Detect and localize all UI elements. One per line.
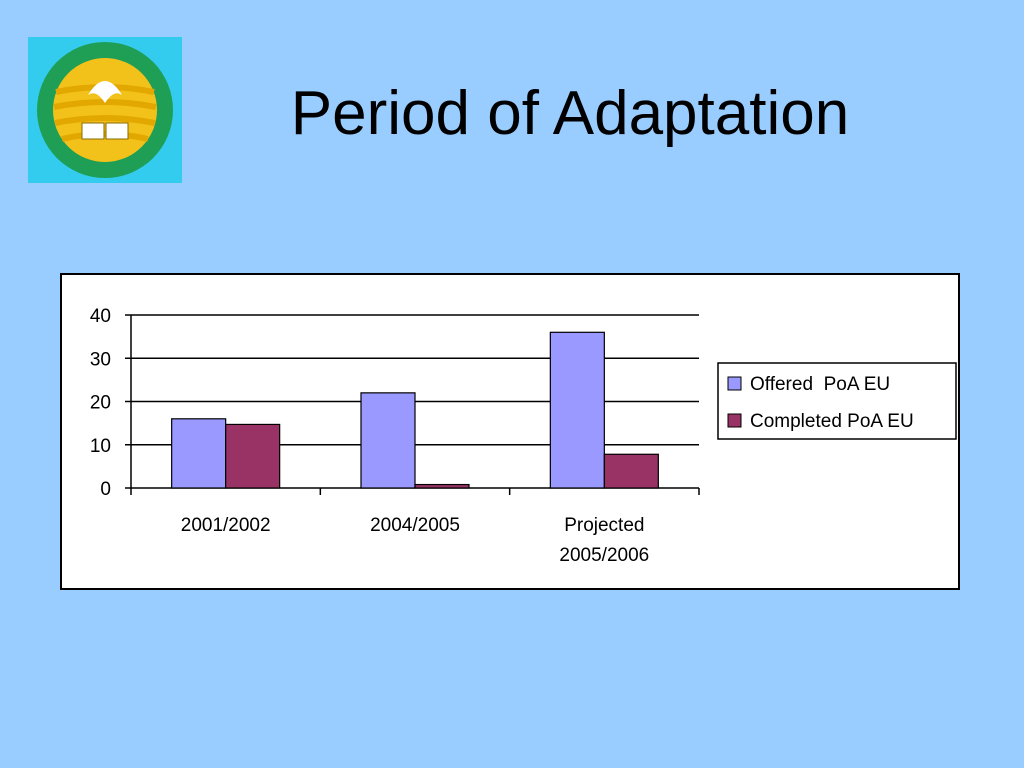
x-category-label: Projected [564,515,644,536]
chart-frame: 0 10 20 30 40 2001/2002 2004/2005 Projected 2005… [60,273,960,590]
bar-completed [225,423,281,489]
legend-label: Completed PoA EU [750,411,914,432]
bar-completed [603,453,659,489]
y-tick-label: 0 [100,479,111,500]
slide-title: Period of Adaptation [290,79,850,148]
legend-swatch [727,376,742,391]
y-tick-label: 10 [90,436,111,457]
bar-chart: 0 10 20 30 40 2001/2002 2004/2005 Projected 2005… [90,306,957,566]
y-tick-label: 30 [90,349,111,370]
bar-offered [360,392,416,489]
y-tick-label: 40 [90,306,111,327]
y-tick-label: 20 [90,393,111,414]
legend-box [717,362,957,440]
society-logo [28,37,182,183]
legend-label: Offered PoA EU [750,374,890,395]
bar-offered [171,418,227,489]
legend-swatch [727,413,742,428]
bar-completed [414,483,470,489]
x-category-label: 2005/2006 [559,545,649,566]
x-category-label: 2001/2002 [181,515,271,536]
x-category-label: 2004/2005 [370,515,460,536]
bar-offered [549,331,605,489]
